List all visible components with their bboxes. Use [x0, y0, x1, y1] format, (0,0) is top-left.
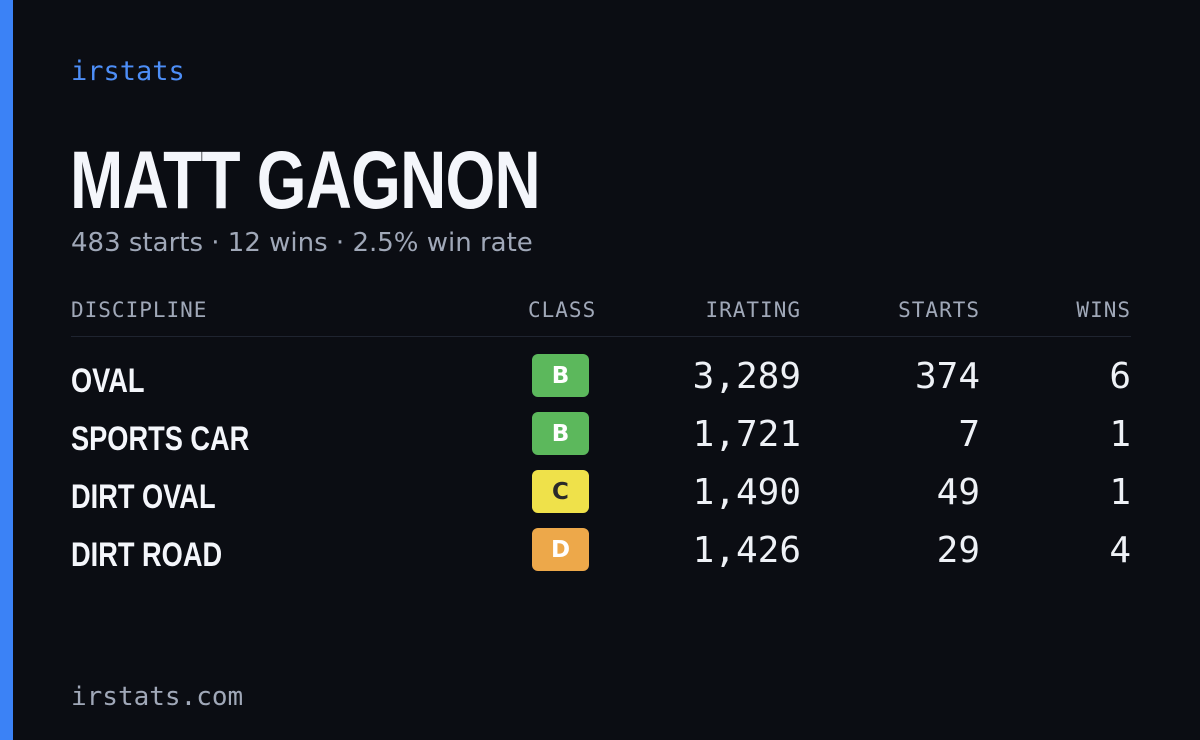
header-wins: WINS — [1076, 298, 1131, 322]
wins-value: 6 — [1109, 356, 1131, 397]
class-badge: B — [532, 354, 589, 397]
header-divider — [71, 336, 1131, 337]
header-discipline: DISCIPLINE — [71, 298, 208, 322]
discipline-name: SPORTS CAR — [71, 420, 250, 458]
brand-logo-text: irstats — [71, 56, 185, 87]
wins-value: 1 — [1109, 472, 1131, 513]
discipline-name: OVAL — [71, 362, 145, 400]
player-summary: 483 starts · 12 wins · 2.5% win rate — [71, 228, 533, 258]
discipline-name: DIRT OVAL — [71, 478, 216, 516]
table-row: DIRT OVAL C 1,490 49 1 — [71, 470, 1131, 528]
footer-url: irstats.com — [71, 682, 244, 712]
irating-value: 1,426 — [692, 530, 801, 571]
header-irating: IRATING — [705, 298, 801, 322]
accent-bar — [0, 0, 13, 740]
irating-value: 1,721 — [692, 414, 801, 455]
starts-value: 49 — [936, 472, 980, 513]
irating-value: 3,289 — [692, 356, 801, 397]
class-badge: D — [532, 528, 589, 571]
table-row: SPORTS CAR B 1,721 7 1 — [71, 412, 1131, 470]
table-row: DIRT ROAD D 1,426 29 4 — [71, 528, 1131, 586]
class-badge: C — [532, 470, 589, 513]
starts-value: 374 — [914, 356, 980, 397]
starts-value: 29 — [936, 530, 980, 571]
irating-value: 1,490 — [692, 472, 801, 513]
starts-value: 7 — [958, 414, 980, 455]
discipline-name: DIRT ROAD — [71, 536, 223, 574]
wins-value: 1 — [1109, 414, 1131, 455]
wins-value: 4 — [1109, 530, 1131, 571]
header-starts: STARTS — [898, 298, 980, 322]
header-class: CLASS — [528, 298, 597, 322]
class-badge: B — [532, 412, 589, 455]
player-name: MATT GAGNON — [70, 135, 541, 226]
table-row: OVAL B 3,289 374 6 — [71, 354, 1131, 412]
